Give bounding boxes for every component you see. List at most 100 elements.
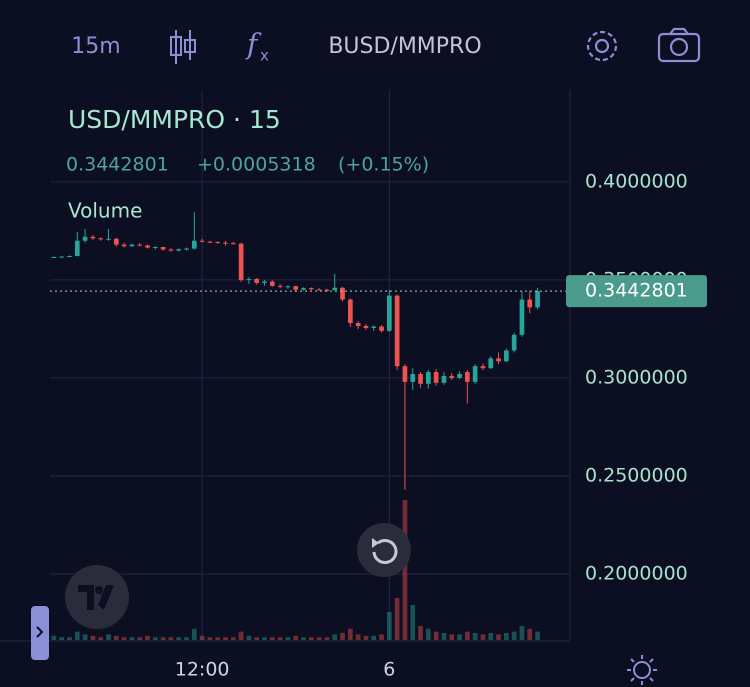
- candle-body: [379, 326, 384, 331]
- candle-body: [106, 238, 111, 240]
- candle-body: [67, 256, 72, 258]
- volume-bar: [519, 626, 525, 640]
- candle-body: [160, 247, 166, 250]
- candle-body: [285, 286, 291, 288]
- candle-body: [121, 244, 127, 247]
- candle-body: [230, 243, 236, 245]
- candle-body: [488, 358, 494, 369]
- volume-bar: [410, 605, 416, 640]
- volume-bar: [113, 635, 119, 640]
- candle-body: [199, 240, 205, 242]
- volume-bar: [394, 598, 400, 640]
- candle-body: [511, 334, 517, 351]
- y-tick-label: 0.2500000: [585, 464, 688, 486]
- volume-bar: [152, 637, 158, 640]
- volume-bar: [129, 637, 135, 640]
- volume-bar: [418, 626, 423, 640]
- volume-label: Volume: [68, 199, 142, 223]
- volume-bar: [207, 637, 213, 640]
- candle-body: [480, 366, 486, 369]
- volume-bar: [363, 635, 369, 640]
- volume-bar: [176, 637, 182, 640]
- volume-bar: [488, 633, 494, 640]
- volume-bar: [379, 634, 384, 640]
- last-price-badge: [566, 275, 707, 308]
- volume-bar: [316, 637, 322, 640]
- candle-body: [472, 366, 478, 382]
- candle-body: [355, 323, 361, 326]
- volume-bar: [168, 637, 174, 640]
- candle-body: [59, 256, 65, 258]
- volume-bar: [441, 633, 447, 640]
- volume-bar: [199, 635, 205, 640]
- candle-body: [113, 238, 119, 245]
- volume-bar: [386, 612, 392, 640]
- candle-body: [269, 281, 275, 286]
- reset-button[interactable]: [357, 523, 411, 577]
- volume-bar: [402, 500, 408, 640]
- candle-body: [535, 291, 540, 308]
- candle-body: [433, 372, 439, 383]
- volume-bar: [527, 628, 533, 640]
- candle-body: [51, 256, 57, 258]
- candle-body: [223, 242, 228, 244]
- volume-bar: [535, 631, 540, 640]
- volume-bar: [324, 637, 330, 640]
- y-tick-label: 0.4000000: [585, 170, 688, 192]
- symbol-button[interactable]: BUSD/MMPRO: [328, 34, 481, 59]
- candle-body: [277, 285, 283, 287]
- candle-body: [394, 295, 400, 367]
- candle-body: [301, 288, 306, 290]
- candle-body: [207, 241, 213, 243]
- volume-bar: [340, 633, 345, 640]
- tradingview-logo[interactable]: [65, 565, 129, 629]
- volume-bar: [184, 637, 189, 640]
- volume-bar: [74, 631, 80, 640]
- x-tick-label: 6: [383, 659, 395, 681]
- candle-body: [145, 245, 150, 248]
- candle-body: [168, 249, 174, 251]
- settings-button[interactable]: [586, 30, 618, 62]
- candle-body: [293, 286, 299, 290]
- candle-body: [152, 247, 158, 249]
- side-panel-tab[interactable]: [31, 606, 49, 660]
- volume-bar: [215, 637, 221, 640]
- volume-bar: [238, 631, 244, 640]
- volume-bar: [355, 634, 361, 640]
- candle-body: [246, 278, 252, 280]
- volume-bar: [496, 634, 501, 640]
- volume-bar: [285, 637, 291, 640]
- candle-body: [347, 299, 353, 324]
- screenshot-button[interactable]: [657, 27, 701, 63]
- candle-body: [74, 240, 80, 257]
- volume-bar: [191, 628, 197, 640]
- volume-bar: [262, 637, 267, 640]
- volume-bar: [347, 628, 353, 640]
- volume-bar: [269, 637, 275, 640]
- candle-body: [465, 372, 470, 382]
- candle-body: [519, 299, 525, 335]
- volume-bar: [426, 628, 431, 640]
- candle-type-button[interactable]: [170, 30, 196, 64]
- candle-body: [340, 287, 345, 300]
- volume-bar: [332, 634, 338, 640]
- chart-title: USD/MMPRO · 15: [68, 105, 281, 134]
- interval-button[interactable]: 15m: [71, 34, 120, 59]
- candle-body: [238, 243, 244, 280]
- candle-body: [457, 374, 462, 378]
- candle-body: [90, 236, 96, 239]
- volume-bar: [457, 634, 462, 640]
- candle-body: [426, 372, 431, 384]
- theme-button[interactable]: [627, 655, 657, 685]
- legend-change-pct: (+0.15%): [338, 154, 429, 176]
- volume-bar: [480, 634, 486, 640]
- volume-bar: [511, 631, 517, 640]
- volume-bar: [223, 637, 228, 640]
- volume-bar: [59, 637, 65, 640]
- candle-body: [98, 238, 104, 240]
- volume-bar: [254, 637, 260, 640]
- volume-bar: [308, 637, 314, 640]
- y-tick-label: 0.3000000: [585, 366, 688, 388]
- legend-change: +0.0005318: [197, 154, 316, 176]
- volume-bar: [106, 634, 111, 640]
